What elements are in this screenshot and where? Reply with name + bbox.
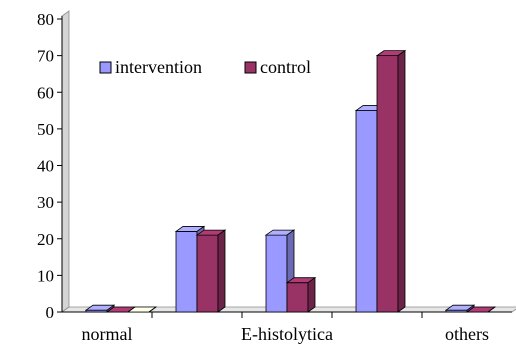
bar-intervention-0: [84, 304, 116, 313]
y-tick-label: 70: [37, 47, 54, 66]
y-tick-label: 50: [37, 120, 54, 139]
x-tick-label: E-histolytica: [241, 324, 333, 344]
y-tick-label: 80: [37, 10, 54, 29]
legend-swatch-intervention: [99, 61, 112, 74]
y-tick-label: 20: [37, 230, 54, 249]
bar-control-4: [465, 306, 497, 313]
legend: intervention control: [99, 57, 311, 77]
legend-label-control: control: [260, 57, 311, 77]
bar-control-2: [285, 276, 317, 313]
legend-label-intervention: intervention: [115, 57, 202, 77]
labels: 0 10 20 30 40 50 60 70 80 normal E-histolytica othe…: [37, 10, 489, 344]
y-axis-wall: [61, 10, 70, 313]
legend-swatch-control: [244, 61, 257, 74]
x-tick-label: normal: [82, 324, 133, 344]
y-tick-label: 0: [46, 303, 55, 322]
y-tick-label: 40: [37, 157, 54, 176]
y-tick-label: 60: [37, 83, 54, 102]
y-tick-label: 10: [37, 266, 54, 285]
bar-control-3: [375, 49, 407, 313]
bars: [84, 49, 497, 313]
bar-control-1: [195, 229, 227, 313]
x-tick-label: others: [445, 324, 489, 344]
y-tick-label: 30: [37, 193, 54, 212]
bar-intervention-2: [264, 229, 296, 313]
bar-extra-0: [126, 306, 158, 313]
